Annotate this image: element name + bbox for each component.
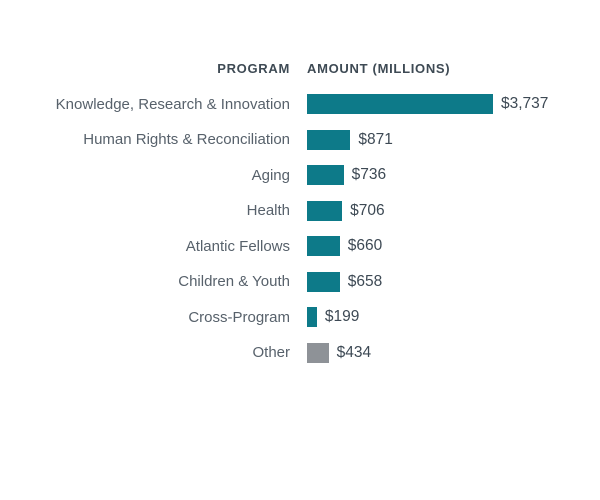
amount-value: $660 (347, 237, 383, 255)
table-header-row: PROGRAM AMOUNT (MILLIONS) (0, 51, 600, 87)
program-label: Aging (251, 166, 290, 184)
table-row: Other $434 (0, 335, 600, 371)
table-row: Human Rights & Reconciliation $871 (0, 122, 600, 158)
amount-bar (307, 342, 329, 363)
program-label: Knowledge, Research & Innovation (55, 95, 290, 113)
table-row: Atlantic Fellows $660 (0, 229, 600, 265)
column-header-amount: AMOUNT (MILLIONS) (307, 61, 451, 77)
amount-value: $706 (350, 201, 385, 219)
table-row: Aging $736 (0, 158, 600, 194)
program-label: Atlantic Fellows (185, 237, 290, 255)
amount-value: $434 (336, 343, 372, 361)
amount-bar (307, 307, 317, 328)
program-label: Other (252, 344, 290, 362)
table-body: Knowledge, Research & Innovation $3,737 … (0, 87, 600, 371)
table-row: Health $706 (0, 193, 600, 229)
program-amount-bar-chart: PROGRAM AMOUNT (MILLIONS) Knowledge, Res… (0, 51, 600, 371)
program-label: Health (246, 202, 290, 220)
amount-bar (307, 271, 340, 292)
amount-bar (307, 165, 344, 186)
amount-value: $871 (358, 130, 393, 148)
program-label: Cross-Program (188, 308, 290, 326)
amount-bar (307, 236, 340, 257)
amount-value: $3,737 (501, 95, 549, 113)
table-row: Knowledge, Research & Innovation $3,737 (0, 87, 600, 123)
column-header-program: PROGRAM (217, 61, 290, 77)
amount-bar (307, 200, 343, 221)
amount-bar (307, 129, 351, 150)
table-row: Cross-Program $199 (0, 300, 600, 336)
program-label: Children & Youth (178, 273, 290, 291)
table-row: Children & Youth $658 (0, 264, 600, 300)
amount-value: $658 (347, 272, 383, 290)
amount-value: $736 (351, 166, 387, 184)
amount-bar (307, 94, 493, 115)
program-label: Human Rights & Reconciliation (83, 131, 290, 149)
amount-value: $199 (324, 308, 360, 326)
